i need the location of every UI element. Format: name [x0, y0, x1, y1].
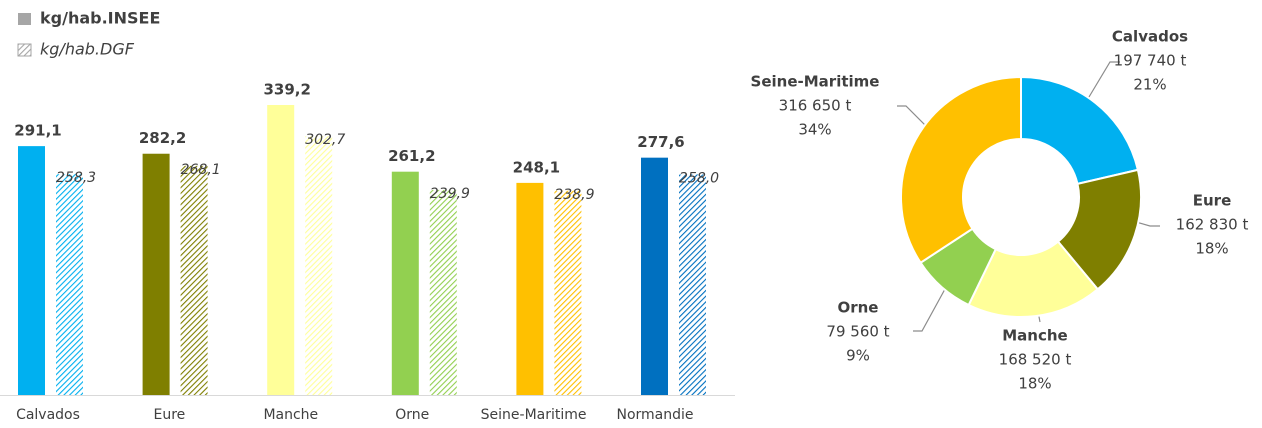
value-label: 239,9: [430, 186, 470, 202]
donut-slice: [967, 240, 1100, 318]
slice-name: Seine-Maritime: [751, 73, 880, 91]
value-label: 238,9: [554, 187, 594, 203]
bar: [142, 153, 170, 395]
value-label: 258,3: [56, 170, 96, 186]
bar: [391, 171, 419, 395]
slice-value: 168 520 t: [999, 351, 1072, 369]
value-label: 282,2: [139, 129, 186, 147]
value-label: 261,2: [388, 147, 435, 165]
slice-percent: 21%: [1133, 76, 1166, 94]
legend-label: kg/hab.INSEE: [40, 9, 160, 28]
slice-name: Manche: [1002, 327, 1067, 345]
value-label: 277,6: [637, 133, 684, 151]
slice-value: 162 830 t: [1176, 216, 1249, 234]
value-label: 291,1: [14, 122, 61, 140]
bar: [305, 136, 333, 395]
bar: [18, 146, 45, 395]
bar: [679, 174, 706, 395]
bar: [267, 105, 295, 395]
value-label: 248,1: [513, 158, 560, 176]
x-tick-label: Manche: [263, 407, 318, 423]
slice-value: 79 560 t: [826, 323, 889, 341]
value-label: 258,0: [679, 170, 719, 186]
slice-name: Eure: [1193, 192, 1232, 210]
legend-label: kg/hab.DGF: [40, 40, 135, 59]
donut-slice: [1020, 75, 1140, 186]
slice-percent: 34%: [798, 121, 831, 139]
slice-percent: 18%: [1018, 375, 1051, 393]
bar: [554, 190, 582, 395]
bar: [56, 174, 83, 395]
bar: [516, 182, 544, 395]
value-label: 302,7: [305, 132, 345, 148]
slice-name: Calvados: [1112, 28, 1188, 46]
x-tick-label: Normandie: [616, 407, 693, 423]
value-label: 268,1: [181, 162, 221, 178]
x-tick-label: Calvados: [16, 407, 80, 423]
slice-value: 316 650 t: [779, 97, 852, 115]
x-tick-label: Eure: [154, 407, 186, 423]
bar: [641, 157, 668, 395]
slice-percent: 9%: [846, 347, 870, 365]
bar: [429, 189, 457, 395]
x-tick-label: Seine-Maritime: [481, 407, 587, 423]
bar: [180, 165, 208, 395]
value-label: 339,2: [263, 81, 310, 99]
slice-percent: 18%: [1195, 240, 1228, 258]
donut-slice: [900, 75, 1022, 265]
legend-swatch: [18, 13, 31, 25]
x-tick-label: Orne: [395, 407, 429, 423]
slice-value: 197 740 t: [1114, 52, 1187, 70]
slice-name: Orne: [837, 299, 878, 317]
legend-swatch: [17, 43, 32, 57]
